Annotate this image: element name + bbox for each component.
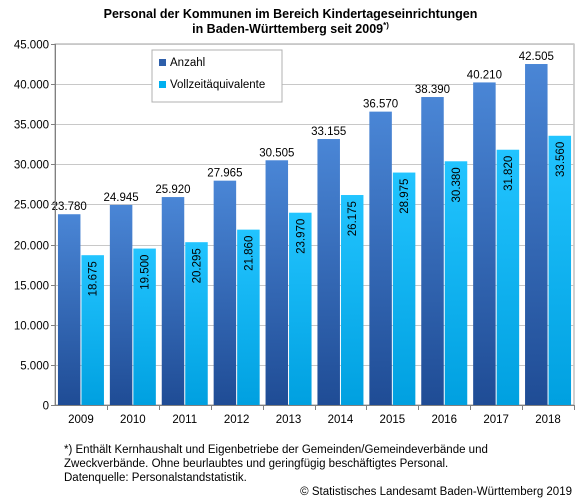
data-label-vollzeitaequivalente: 18.675 [88,261,100,296]
gridlines [54,43,575,406]
data-label-vollzeitaequivalente: 30.380 [451,167,463,202]
x-tick-label: 2018 [535,414,561,426]
bar-vollzeitaequivalente [392,172,416,405]
bar-vollzeitaequivalente [289,212,312,405]
data-label-anzahl: 33.155 [311,126,346,138]
bar-vollzeitaequivalente [548,135,572,405]
y-tick-label: 5.000 [20,361,49,373]
data-label-vollzeitaequivalente: 21.860 [243,236,255,271]
x-tick-label: 2015 [380,414,406,426]
bar-vollzeitaequivalente [444,161,468,405]
bar-anzahl [109,204,133,405]
x-tick-label: 2013 [276,414,302,426]
bar-anzahl [369,111,392,406]
data-label-anzahl: 23.780 [52,201,87,213]
bar-chart: 0 5.000 10.000 15.000 20.000 25.000 30.000 35.0… [14,40,575,426]
y-tick-label: 0 [43,401,49,413]
data-label-vollzeitaequivalente: 20.295 [192,248,204,283]
data-label-anzahl: 30.505 [259,147,294,159]
copyright-credit: © Statistisches Landesamt Baden-Württemb… [300,486,572,498]
data-label-vollzeitaequivalente: 31.820 [503,156,515,191]
data-label-vollzeitaequivalente: 19.500 [140,255,152,290]
data-label-anzahl: 24.945 [104,192,139,204]
y-tick-label: 25.000 [14,200,49,212]
chart-title-line2: in Baden-Württemberg seit 2009 [192,22,384,36]
footnote-marker: *) [383,20,389,30]
y-tick-label: 15.000 [14,281,49,293]
footnote-line1: *) Enthält Kernhaushalt und Eigenbetrieb… [64,444,488,456]
bar-anzahl [473,82,496,405]
bar-vollzeitaequivalente [237,229,260,405]
chart-title-line2-wrap: in Baden-Württemberg seit 2009*) [0,20,581,37]
x-tick-label: 2016 [431,414,457,426]
bar-anzahl [161,197,185,405]
axes [51,44,575,410]
x-axis-tick-labels: 2009 2010 2011 2012 2013 2014 2015 2016 2017 2018 [68,414,561,426]
legend: Anzahl Vollzeitäquivalente [151,49,283,103]
data-label-vollzeitaequivalente: 28.975 [399,179,411,214]
x-tick-label: 2014 [328,414,354,426]
y-tick-label: 10.000 [14,321,49,333]
chart-title-line1: Personal der Kommunen im Bereich Kindert… [103,7,478,21]
bar-anzahl [57,214,81,405]
x-tick-label: 2011 [172,414,197,426]
data-label-anzahl: 25.920 [155,184,190,196]
chart-title: Personal der Kommunen im Bereich Kindert… [0,7,581,37]
x-tick-label: 2012 [224,414,250,426]
legend-label-vollzeitaequivalente: Vollzeitäquivalente [170,79,265,91]
bar-anzahl [525,64,548,405]
legend-box [151,49,283,103]
footnote-line3: Datenquelle: Personalstandstatistik. [64,472,247,484]
legend-swatch-vollzeitaequivalente [159,81,166,88]
y-tick-label: 20.000 [14,241,49,253]
x-tick-label: 2010 [120,414,146,426]
bar-vollzeitaequivalente [81,255,104,405]
bar-vollzeitaequivalente [185,242,208,405]
bar-vollzeitaequivalente [133,248,156,405]
data-label-anzahl: 40.210 [467,69,502,81]
data-label-vollzeitaequivalente: 33.560 [555,142,567,177]
y-axis-tick-labels: 0 5.000 10.000 15.000 20.000 25.000 30.000 35.0… [14,40,49,413]
data-label-anzahl: 42.505 [519,51,554,63]
bar-anzahl [421,97,444,405]
data-label-vollzeitaequivalente: 23.970 [295,219,307,254]
data-label-anzahl: 38.390 [415,84,450,96]
x-tick-label: 2017 [483,414,509,426]
y-tick-label: 35.000 [14,120,49,132]
bar-anzahl [213,180,237,405]
legend-label-anzahl: Anzahl [170,57,205,69]
bars: 23.780 18.675 24.945 19.500 25.920 20.295 27.9… [52,51,572,406]
footnote-line2: Zweckverbände. Ohne beurlaubtes und geri… [64,458,449,470]
y-tick-label: 45.000 [14,40,49,52]
y-tick-label: 40.000 [14,80,49,92]
data-label-anzahl: 27.965 [207,168,242,180]
data-label-vollzeitaequivalente: 26.175 [347,201,359,236]
x-tick-label: 2009 [68,414,94,426]
y-tick-label: 30.000 [14,160,49,172]
data-label-anzahl: 36.570 [363,99,398,111]
plot-area [54,43,575,406]
bar-vollzeitaequivalente [340,195,364,405]
bar-vollzeitaequivalente [496,149,520,405]
bar-anzahl [265,160,289,405]
legend-swatch-anzahl [159,59,166,66]
bar-anzahl [317,139,340,405]
footnote: *) Enthält Kernhaushalt und Eigenbetrieb… [64,443,488,485]
